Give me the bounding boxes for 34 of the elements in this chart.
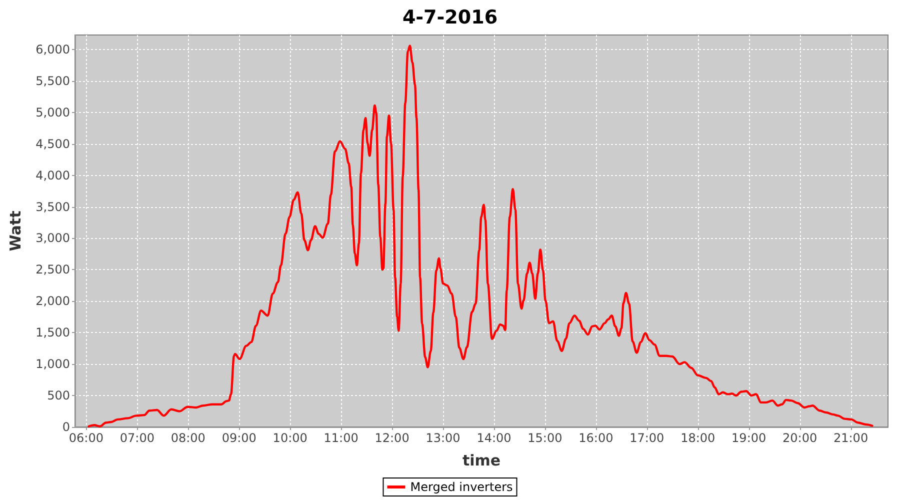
y-tick-label: 6,000 bbox=[36, 42, 70, 56]
y-tick-label: 4,000 bbox=[36, 168, 70, 182]
x-tick-label: 17:00 bbox=[630, 431, 664, 445]
y-axis-title: Watt bbox=[6, 210, 24, 252]
y-tick-label: 2,000 bbox=[36, 294, 70, 308]
x-tick-label: 14:00 bbox=[476, 431, 512, 445]
legend-label: Merged inverters bbox=[410, 480, 513, 494]
x-tick-label: 15:00 bbox=[528, 431, 562, 445]
line-series bbox=[88, 44, 874, 428]
chart-title: 4-7-2016 bbox=[402, 6, 498, 28]
x-axis-title: time bbox=[462, 452, 501, 470]
x-tick-label: 18:00 bbox=[680, 431, 716, 445]
y-tick-label: 3,000 bbox=[36, 231, 70, 246]
y-tick-label: 500 bbox=[47, 388, 70, 403]
x-tick-label: 16:00 bbox=[578, 431, 614, 445]
y-tick-label: 2,500 bbox=[36, 262, 70, 277]
y-tick-label: 1,500 bbox=[36, 326, 70, 340]
x-tick-label: 10:00 bbox=[272, 431, 308, 445]
y-tick-label: 0 bbox=[62, 420, 70, 434]
x-tick-label: 12:00 bbox=[374, 431, 410, 445]
y-tick-label: 3,500 bbox=[36, 200, 70, 214]
y-tick-label: 5,000 bbox=[36, 105, 70, 120]
y-tick-label: 4,500 bbox=[36, 136, 70, 151]
x-tick-label: 09:00 bbox=[222, 431, 256, 445]
x-tick-label: 07:00 bbox=[120, 431, 154, 445]
x-tick-label: 13:00 bbox=[426, 431, 460, 445]
x-tick-label: 06:00 bbox=[68, 431, 104, 445]
x-tick-label: 11:00 bbox=[324, 431, 358, 445]
y-tick-label: 5,500 bbox=[36, 74, 70, 88]
x-tick-label: 20:00 bbox=[782, 431, 818, 445]
y-tick-label: 1,000 bbox=[36, 357, 70, 372]
x-tick-label: 21:00 bbox=[833, 431, 868, 445]
x-tick-label: 08:00 bbox=[170, 431, 206, 445]
x-tick-label: 19:00 bbox=[732, 431, 766, 445]
